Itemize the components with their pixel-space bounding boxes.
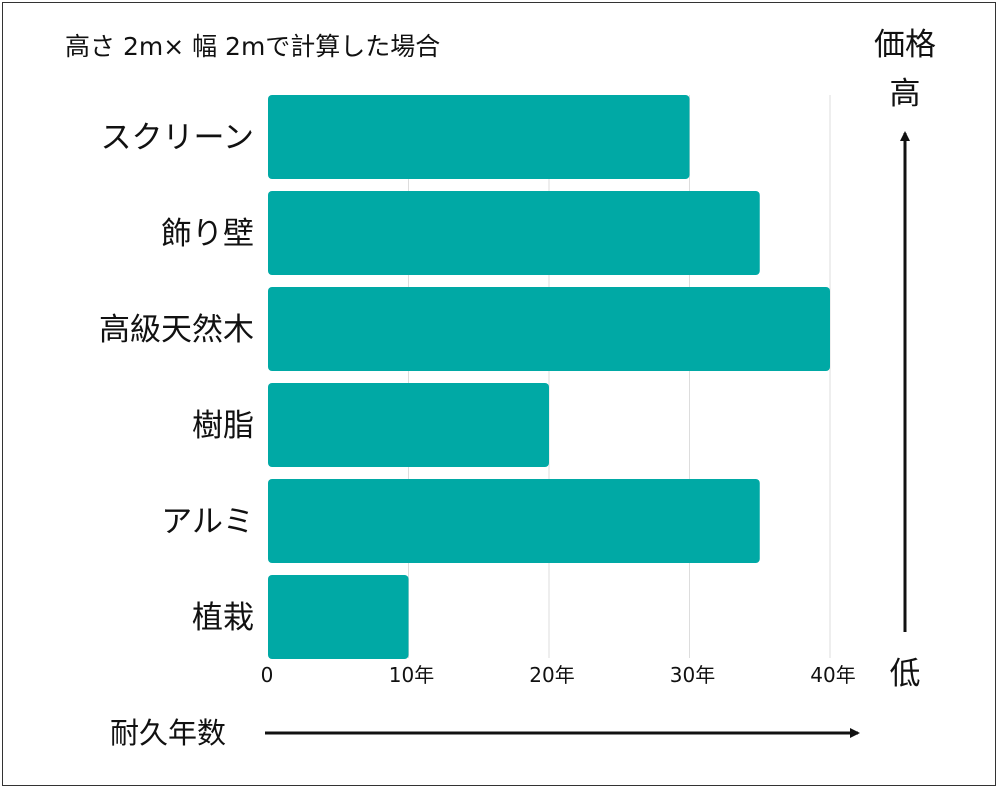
category-label: 高級天然木 [99, 312, 254, 348]
price-axis-label-top-line1: 価格 [874, 27, 936, 63]
category-label: スクリーン [101, 120, 254, 156]
bar [268, 383, 549, 467]
bar [268, 575, 409, 659]
x-tick-label: 40年 [810, 663, 855, 687]
category-label: アルミ [161, 504, 254, 540]
bar [268, 95, 690, 179]
chart-title: 高さ 2m× 幅 2mで計算した場合 [65, 32, 440, 61]
category-label: 飾り壁 [161, 216, 254, 252]
bar [268, 479, 760, 563]
bar [268, 287, 830, 371]
x-tick-label: 30年 [670, 663, 715, 687]
category-label: 植栽 [192, 600, 254, 636]
bars-group [268, 95, 830, 659]
price-axis-label-bottom: 低 [890, 656, 921, 692]
x-tick-label: 20年 [529, 663, 574, 687]
grid-lines [408, 95, 831, 658]
price-axis-label-top-line2: 高 [890, 76, 921, 112]
category-label: 樹脂 [192, 408, 254, 444]
bar [268, 191, 760, 275]
x-tick-labels: 0 10年 20年 30年 40年 [261, 663, 856, 687]
x-tick-label: 0 [261, 663, 274, 687]
x-tick-label: 10年 [389, 663, 434, 687]
x-axis-label: 耐久年数 [110, 716, 226, 750]
